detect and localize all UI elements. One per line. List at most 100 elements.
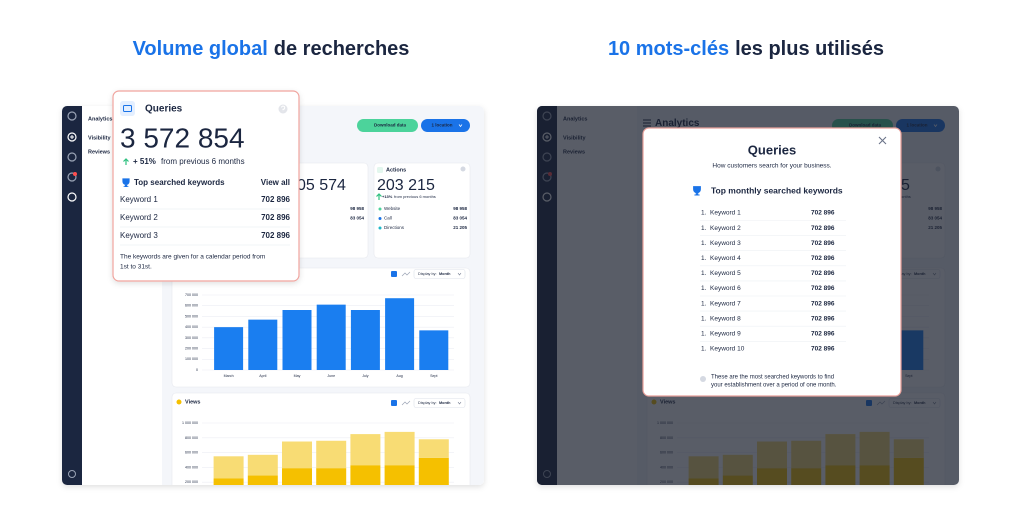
plus-icon	[70, 135, 74, 139]
kpi-row-value: 98 958	[453, 206, 467, 211]
y-tick-label: 500 000	[185, 314, 198, 318]
bar	[385, 298, 415, 370]
settings-icon[interactable]	[68, 470, 76, 478]
keyword-rank: 1.	[701, 270, 707, 277]
heading-highlight: 10 mots-clés	[608, 38, 729, 60]
keyword-label: Keyword 3	[710, 240, 741, 247]
bar	[316, 304, 346, 370]
up-arrow-icon	[376, 193, 382, 200]
keyword-count: 702 896	[811, 240, 835, 247]
y-tick-label: 300 000	[185, 336, 198, 340]
keyword-count: 702 896	[811, 225, 835, 232]
bar-segment	[418, 457, 449, 485]
display-by-value: Month	[439, 272, 451, 276]
total-value: 3 572 854	[120, 122, 245, 153]
keyword-rank: 1.	[701, 225, 707, 232]
keyword-count: 702 896	[811, 331, 835, 338]
row-dot	[378, 226, 382, 230]
keyword-rank: 1.	[701, 210, 707, 217]
kpi-value: 203 215	[377, 177, 435, 194]
card-title: Queries	[145, 104, 183, 115]
kpi-card	[373, 162, 471, 259]
change-value: + 51%	[133, 157, 156, 166]
bar-segment	[213, 478, 244, 485]
bar	[282, 310, 312, 370]
info-icon	[700, 376, 706, 382]
kpi-row-value: 98 958	[350, 206, 364, 211]
heading-rest: les plus utilisés	[735, 38, 884, 60]
x-tick-label: Sept	[430, 374, 437, 378]
chevron-icon	[458, 124, 463, 128]
sidebar-icon[interactable]	[67, 192, 77, 202]
x-tick-label: July	[362, 374, 369, 378]
line-view-toggle[interactable]	[401, 271, 411, 277]
bar-view-toggle[interactable]	[391, 271, 397, 277]
bar	[419, 330, 449, 370]
footnote-line: These are the most searched keywords to …	[711, 375, 834, 381]
nav-item[interactable]: Visibility	[88, 135, 111, 141]
download-button[interactable]	[357, 119, 418, 132]
bar-segment	[350, 465, 381, 485]
keyword-label: Keyword 1	[710, 210, 741, 217]
bar	[248, 319, 278, 370]
y-tick-label: 1 000 000	[182, 421, 198, 425]
sidebar-icon[interactable]	[67, 132, 77, 142]
queries-card: Queries 3 572 854 + 51% from previous 6 mon…	[112, 90, 300, 282]
keyword-label: Keyword 3	[120, 231, 158, 240]
download-button-label: Download data	[374, 123, 406, 128]
bar-segment	[282, 441, 312, 469]
line-view-toggle[interactable]	[401, 400, 411, 406]
y-tick-label: 700 000	[185, 293, 198, 297]
kpi-row-label: Website	[384, 206, 401, 211]
y-tick-label: 0	[196, 368, 198, 372]
close-button[interactable]	[878, 136, 887, 145]
kpi-row-value: 83 054	[350, 216, 364, 221]
sidebar-icon[interactable]	[67, 111, 77, 121]
kpi-row-value: 83 054	[453, 216, 467, 221]
location-button[interactable]	[421, 119, 470, 132]
row-dot	[378, 207, 382, 211]
sidebar-icon[interactable]	[67, 172, 77, 182]
nav-item[interactable]: Analytics	[88, 116, 112, 122]
bar-view-toggle[interactable]	[391, 400, 397, 406]
keyword-rank: 1.	[701, 255, 707, 262]
y-tick-label: 200 000	[185, 480, 198, 484]
heading-highlight: Volume global	[133, 38, 268, 60]
bar-segment	[247, 454, 278, 476]
kpi-change-text: from previous 6 months	[394, 194, 436, 199]
chevron-icon	[457, 401, 462, 405]
keywords-title: Top searched keywords	[134, 178, 225, 187]
sidebar-icon[interactable]	[67, 152, 77, 162]
bar	[214, 327, 244, 370]
kpi-value: 05 574	[297, 177, 346, 194]
display-by-select[interactable]	[413, 398, 466, 408]
bar-segment	[350, 434, 381, 466]
display-by-value: Month	[439, 401, 451, 405]
footnote-line: your establishment over a period of one …	[711, 383, 837, 389]
heading-right: 10 mots-clés les plus utilisés	[608, 38, 884, 60]
bar-segment	[247, 475, 278, 485]
x-tick-label: March	[224, 374, 234, 378]
nav-item[interactable]: Reviews	[88, 149, 110, 155]
display-by-select[interactable]	[413, 269, 466, 279]
y-tick-label: 800 000	[185, 436, 198, 440]
keyword-count: 702 896	[261, 195, 290, 204]
card-background	[112, 90, 300, 282]
x-tick-label: June	[327, 374, 335, 378]
row-dot	[378, 217, 382, 220]
bar	[350, 310, 380, 370]
heading-rest: de recherches	[274, 38, 410, 60]
kpi-title: Actions	[386, 167, 406, 173]
view-all-link[interactable]: View all	[261, 178, 290, 187]
actions-icon	[377, 167, 383, 173]
display-by-label: Display by:	[418, 272, 437, 276]
sidebar	[62, 106, 82, 485]
keyword-label: Keyword 4	[710, 255, 741, 262]
keyword-label: Keyword 1	[120, 195, 158, 204]
keyword-label: Keyword 10	[710, 346, 745, 353]
views-icon	[176, 399, 182, 405]
x-tick-label: April	[259, 374, 266, 378]
x-tick-label: Aug	[396, 374, 402, 378]
keyword-rank: 1.	[701, 315, 707, 322]
